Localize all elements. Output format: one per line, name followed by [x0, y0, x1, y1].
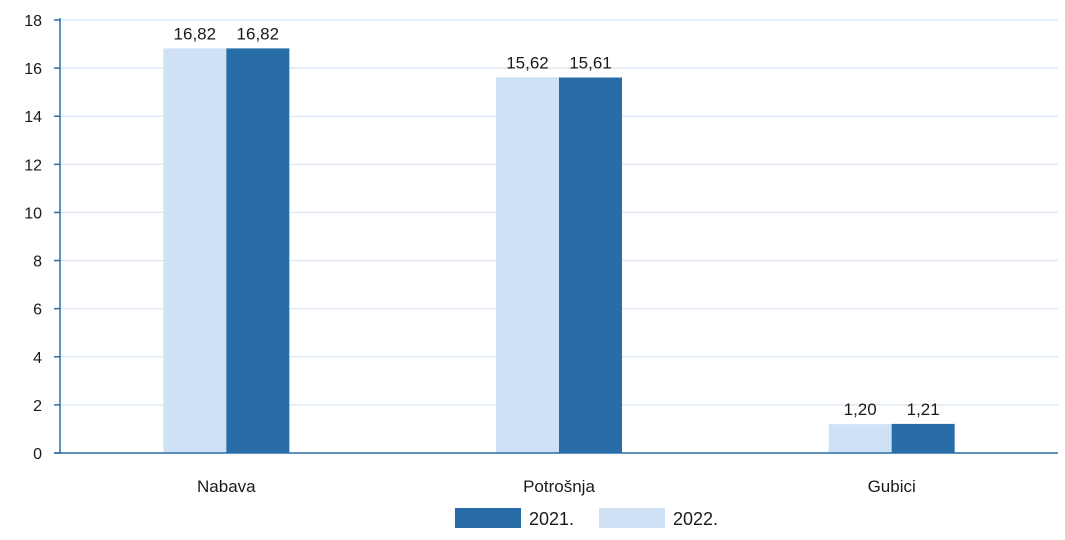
y-tick-label: 12 [24, 157, 42, 174]
bar [891, 423, 955, 453]
y-tick-label: 6 [33, 302, 42, 319]
bar [559, 77, 622, 454]
bars: 16,82 16,82 15,62 15,61 1,20 1,21 [163, 24, 955, 454]
data-label: 15,61 [569, 53, 612, 72]
legend-label: 2021. [529, 509, 574, 529]
bar [496, 77, 559, 453]
y-tick-label: 8 [33, 254, 42, 271]
data-label: 16,82 [174, 24, 217, 43]
y-tick-label: 18 [24, 13, 42, 30]
x-tick-label: Gubici [868, 477, 916, 496]
data-label: 15,62 [506, 53, 549, 72]
x-axis: Nabava Potrošnja Gubici [54, 452, 1058, 496]
y-tick-label: 14 [24, 109, 42, 126]
y-tick-label: 4 [33, 350, 42, 367]
bar [226, 48, 290, 453]
data-label: 16,82 [237, 24, 280, 43]
legend-swatch [455, 508, 521, 528]
y-axis: 0 2 4 6 8 10 12 14 16 18 [24, 13, 61, 463]
y-tick-label: 0 [33, 446, 42, 463]
bar [163, 48, 227, 453]
x-tick-label: Potrošnja [523, 477, 595, 496]
data-label: 1,20 [844, 400, 877, 419]
x-tick-label: Nabava [197, 477, 256, 496]
y-tick-label: 10 [24, 205, 42, 222]
legend-label: 2022. [673, 509, 718, 529]
bar [828, 424, 892, 453]
data-label: 1,21 [907, 400, 940, 419]
y-tick-label: 16 [24, 61, 42, 78]
y-tick-label: 2 [33, 398, 42, 415]
legend: 2021. 2022. [455, 508, 718, 529]
legend-swatch [599, 508, 665, 528]
